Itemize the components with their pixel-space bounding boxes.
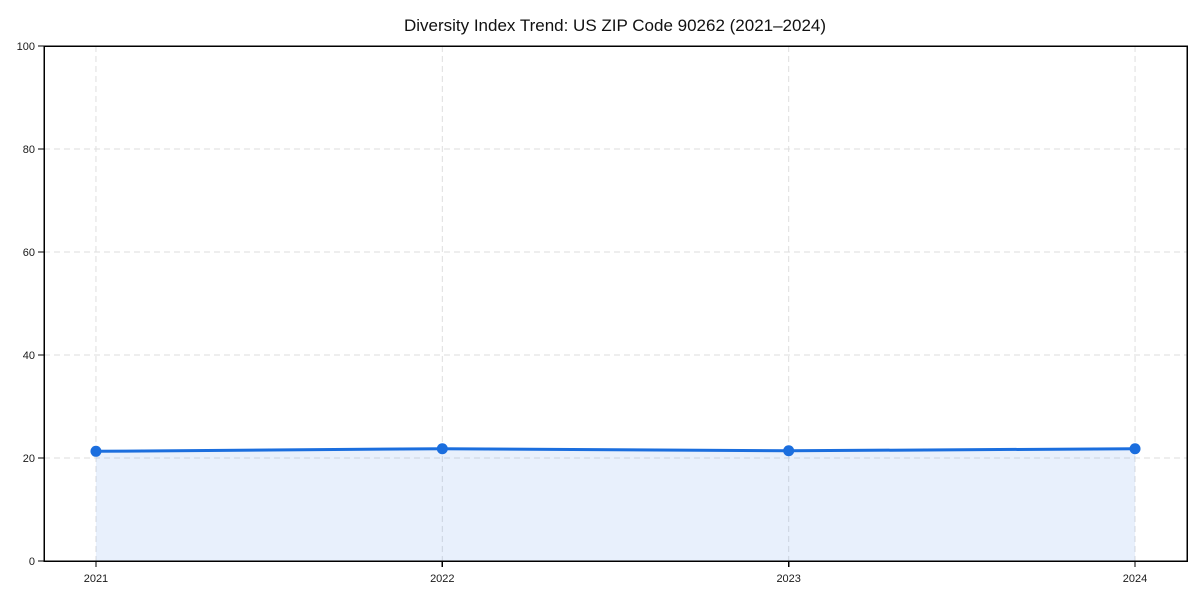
x-tick-label: 2022 [430, 573, 454, 585]
y-tick-label: 20 [23, 453, 35, 465]
data-point-2021 [90, 445, 102, 457]
data-point-2024 [1129, 443, 1141, 455]
area-fill-layer [95, 448, 1136, 561]
y-tick-label: 60 [23, 247, 35, 259]
y-tick-label: 80 [23, 144, 35, 156]
axes-layer: 0 20 40 60 80 100 2021 2022 2023 2024 [17, 41, 1188, 585]
y-tick-label: 40 [23, 350, 35, 362]
plot-frame [43, 45, 1188, 562]
area-fill [95, 448, 1136, 561]
x-tick-label: 2023 [776, 573, 800, 585]
trend-line [94, 447, 1137, 453]
y-tick-label: 100 [17, 41, 35, 53]
x-tick-label: 2024 [1123, 573, 1147, 585]
chart-title: Diversity Index Trend: US ZIP Code 90262… [404, 16, 826, 35]
gridlines [44, 46, 1187, 561]
trend-line-layer [94, 447, 1137, 453]
data-point-2022 [436, 443, 448, 455]
x-tick-label: 2021 [84, 573, 108, 585]
data-point-2023 [783, 445, 795, 457]
y-tick-label: 0 [29, 556, 35, 568]
data-points-layer [90, 443, 1141, 457]
